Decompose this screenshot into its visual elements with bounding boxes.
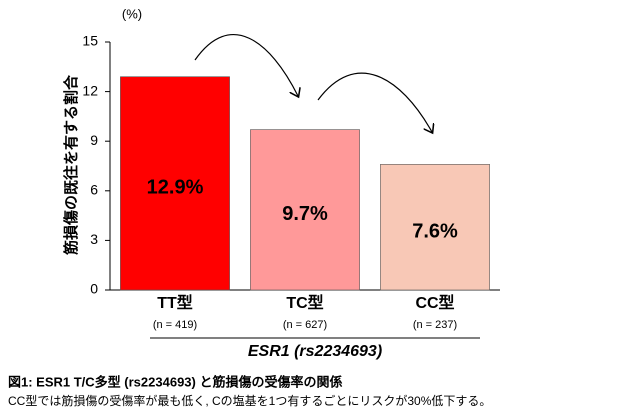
x-tick-label: TC型 <box>286 294 323 312</box>
value-label: 9.7% <box>282 203 328 225</box>
caption-text: CC型では筋損傷の受傷率が最も低く, Cの塩基を1つ有するごとにリスクが30%低… <box>8 393 491 408</box>
category-note: (n = 237) <box>413 319 457 331</box>
category-note: (n = 419) <box>153 319 197 331</box>
bar <box>380 164 490 291</box>
caption-title: 図1: ESR1 T/C多型 (rs2234693) と筋損傷の受傷率の関係 <box>8 374 342 389</box>
arrow <box>194 33 298 96</box>
y-tick-label: 15 <box>82 33 98 49</box>
unit-label: (%) <box>122 6 142 21</box>
category-note: (n = 627) <box>283 319 327 331</box>
y-axis-label: 筋損傷の既往を有する割合 <box>62 74 80 256</box>
bar <box>120 76 230 291</box>
y-tick-label: 0 <box>90 281 98 297</box>
y-tick-label: 6 <box>90 182 98 198</box>
x-axis-label: ESR1 (rs2234693) <box>248 343 382 360</box>
x-tick-label: CC型 <box>415 294 454 312</box>
value-label: 12.9% <box>147 177 204 199</box>
x-tick-label: TT型 <box>157 294 193 312</box>
y-tick-label: 9 <box>90 132 98 148</box>
value-label: 7.6% <box>412 220 458 242</box>
y-tick-label: 12 <box>82 82 98 98</box>
arrow <box>317 72 432 132</box>
y-tick-label: 3 <box>90 231 98 247</box>
bar <box>250 129 360 291</box>
